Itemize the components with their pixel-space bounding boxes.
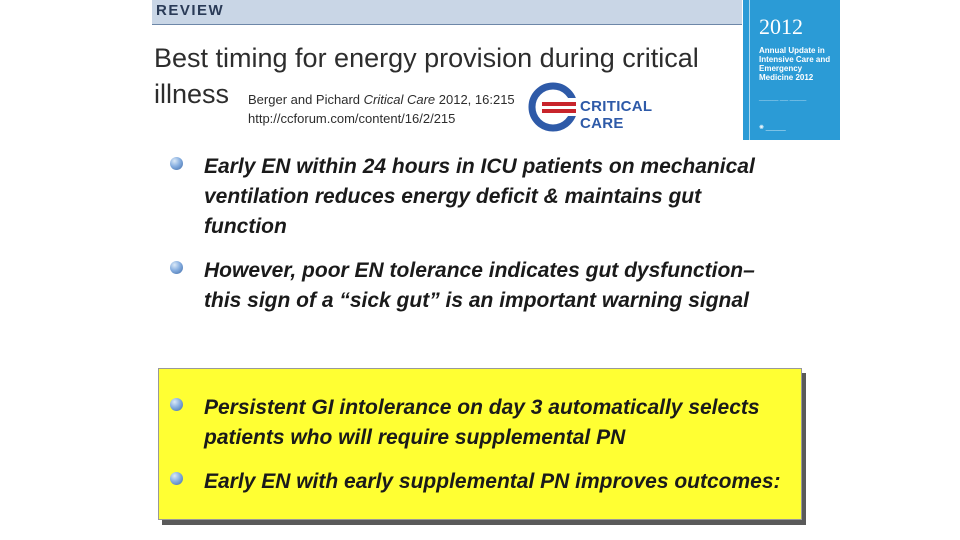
citation-journal: Critical Care (363, 92, 436, 107)
critical-care-logo: CRITICAL CARE (528, 82, 698, 132)
review-banner: REVIEW (152, 0, 742, 25)
sphere-bullet-icon (170, 398, 183, 411)
article-title: Best timing for energy provision during … (154, 40, 714, 112)
book-title: Annual Update in Intensive Care and Emer… (759, 46, 831, 82)
article-title-line2: illness (154, 79, 230, 109)
citation-url: http://ccforum.com/content/16/2/215 (248, 111, 456, 126)
citation-line: Berger and Pichard Critical Care 2012, 1… (248, 90, 568, 109)
sphere-bullet-icon (170, 157, 183, 170)
article-header-image: REVIEW Best timing for energy provision … (152, 0, 742, 140)
article-title-line1: Best timing for energy provision during … (154, 43, 699, 73)
citation-year-volume: 2012, 16:215 (435, 92, 515, 107)
bullet-text: Early EN within 24 hours in ICU patients… (204, 155, 755, 238)
book-editor-line: _______ ___ ______ (759, 96, 807, 102)
critical-care-logo-icon (528, 82, 578, 132)
bullet-text-line2: this sign of a “sick gut” is an importan… (204, 289, 749, 312)
citation: Berger and Pichard Critical Care 2012, 1… (248, 90, 568, 128)
bullet-text: Early EN with early supplemental PN impr… (204, 470, 781, 493)
review-label: REVIEW (156, 2, 225, 19)
book-cover-image: 2012 Annual Update in Intensive Care and… (743, 0, 840, 140)
sphere-bullet-icon (170, 261, 183, 274)
highlight-box (158, 368, 802, 520)
publisher-logo: ✺ ______ (759, 125, 786, 131)
logo-text: CRITICAL CARE (580, 98, 653, 132)
sphere-bullet-icon (170, 472, 183, 485)
citation-authors: Berger and Pichard (248, 92, 364, 107)
bullet-text: However, poor EN tolerance indicates gut… (204, 256, 784, 316)
bullet-text-line1: However, poor EN tolerance indicates gut… (204, 259, 755, 282)
bullet-text: Persistent GI intolerance on day 3 autom… (204, 396, 760, 449)
book-year: 2012 (759, 14, 803, 39)
